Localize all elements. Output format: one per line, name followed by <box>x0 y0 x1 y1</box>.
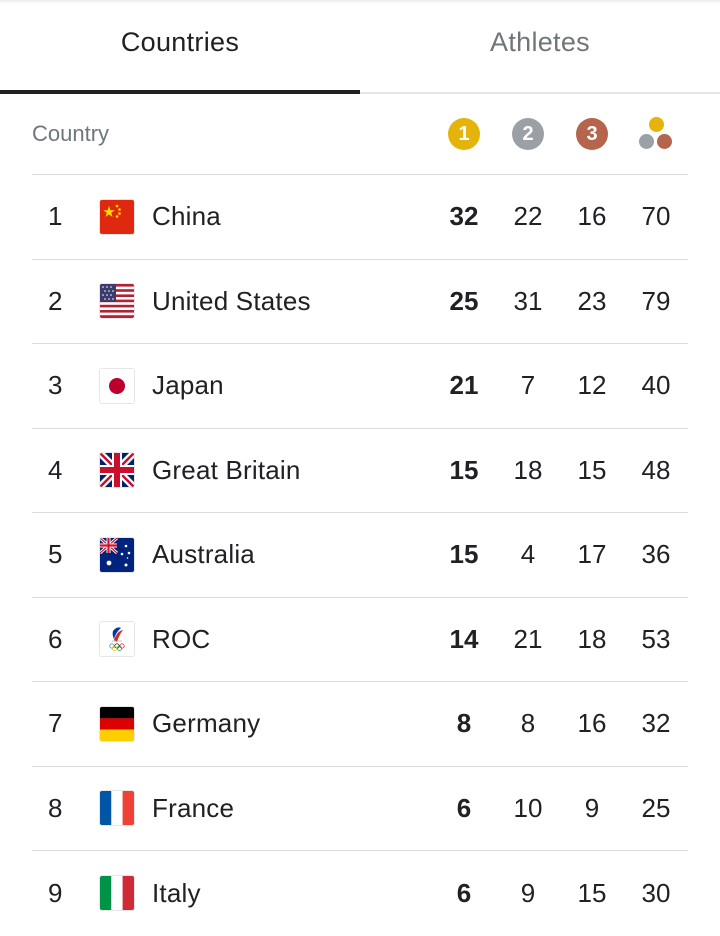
country-name: Germany <box>152 708 261 739</box>
silver-count: 8 <box>520 708 536 739</box>
total-count: 30 <box>641 877 671 908</box>
gold-count: 21 <box>449 370 479 401</box>
gold-count: 32 <box>449 201 479 232</box>
gold-count: 15 <box>449 539 479 570</box>
bronze-count: 9 <box>584 792 600 823</box>
rank: 9 <box>48 877 63 908</box>
bronze-count: 15 <box>577 454 607 485</box>
rank: 7 <box>48 708 63 739</box>
bronze-count: 16 <box>577 708 607 739</box>
table-row[interactable]: 3 Japan 21 7 12 40 <box>32 344 688 429</box>
bronze-count: 12 <box>577 370 607 401</box>
germany-flag-icon <box>100 706 134 741</box>
country-name: France <box>152 792 235 823</box>
country-name: Japan <box>152 370 224 401</box>
total-count: 40 <box>641 370 671 401</box>
country-name: Australia <box>152 539 255 570</box>
country-name: Italy <box>152 877 201 908</box>
rank: 1 <box>48 201 63 232</box>
uk-flag-icon <box>100 453 134 488</box>
country-name: United States <box>152 285 311 316</box>
gold-count: 8 <box>456 708 472 739</box>
silver-count: 10 <box>513 792 543 823</box>
table-row[interactable]: 8 France 6 10 9 25 <box>32 767 688 851</box>
silver-count: 21 <box>513 623 543 654</box>
table-row[interactable]: 1 China 32 22 16 70 <box>32 175 688 260</box>
table-row[interactable]: 6 ROC 14 21 18 53 <box>32 598 688 682</box>
table-row[interactable]: 9 Italy 6 9 15 30 <box>32 851 688 936</box>
country-name: China <box>152 201 221 232</box>
table-row[interactable]: 7 Germany 8 8 16 32 <box>32 682 688 767</box>
usa-flag-icon <box>100 284 134 319</box>
silver-count: 31 <box>513 285 543 316</box>
tab-bar: Countries Athletes <box>0 0 720 94</box>
rank: 8 <box>48 792 63 823</box>
total-count: 79 <box>641 285 671 316</box>
table-row[interactable]: 4 Great Britain 15 18 15 48 <box>32 429 688 513</box>
gold-count: 6 <box>456 877 472 908</box>
total-count: 48 <box>641 454 671 485</box>
japan-flag-icon <box>100 368 134 403</box>
bronze-count: 18 <box>577 623 607 654</box>
silver-medal-icon[interactable]: 2 <box>512 118 544 150</box>
total-count: 70 <box>641 201 671 232</box>
rank: 6 <box>48 623 63 654</box>
bronze-count: 23 <box>577 285 607 316</box>
total-count: 32 <box>641 708 671 739</box>
rank: 3 <box>48 370 63 401</box>
bronze-count: 16 <box>577 201 607 232</box>
table-header: Country 1 2 3 <box>32 94 688 175</box>
bronze-medal-icon[interactable]: 3 <box>576 118 608 150</box>
silver-count: 22 <box>513 201 543 232</box>
country-name: Great Britain <box>152 454 301 485</box>
bronze-count: 15 <box>577 877 607 908</box>
tab-athletes[interactable]: Athletes <box>490 26 590 57</box>
china-flag-icon <box>100 199 134 234</box>
table-row[interactable]: 2 United States 25 31 23 79 <box>32 260 688 344</box>
total-count: 36 <box>641 539 671 570</box>
silver-count: 4 <box>520 539 536 570</box>
silver-count: 9 <box>520 877 536 908</box>
italy-flag-icon <box>100 876 134 911</box>
gold-count: 6 <box>456 792 472 823</box>
rank: 5 <box>48 539 63 570</box>
table-row[interactable]: 5 Australia 15 4 17 36 <box>32 513 688 598</box>
roc-flag-icon <box>100 622 134 657</box>
silver-count: 7 <box>520 370 536 401</box>
silver-count: 18 <box>513 454 543 485</box>
australia-flag-icon <box>100 537 134 572</box>
gold-medal-icon[interactable]: 1 <box>448 118 480 150</box>
tab-countries[interactable]: Countries <box>0 0 360 94</box>
country-name: ROC <box>152 623 211 654</box>
bronze-count: 17 <box>577 539 607 570</box>
country-column-header: Country <box>32 121 110 146</box>
rank: 4 <box>48 454 63 485</box>
gold-count: 15 <box>449 454 479 485</box>
total-count: 53 <box>641 623 671 654</box>
france-flag-icon <box>100 791 134 826</box>
total-medals-icon[interactable] <box>639 117 673 151</box>
rank: 2 <box>48 285 63 316</box>
gold-count: 25 <box>449 285 479 316</box>
total-count: 25 <box>641 792 671 823</box>
medal-table: Country 1 2 3 1 China 32 22 16 70 2 United Stat… <box>32 94 688 936</box>
gold-count: 14 <box>449 623 479 654</box>
